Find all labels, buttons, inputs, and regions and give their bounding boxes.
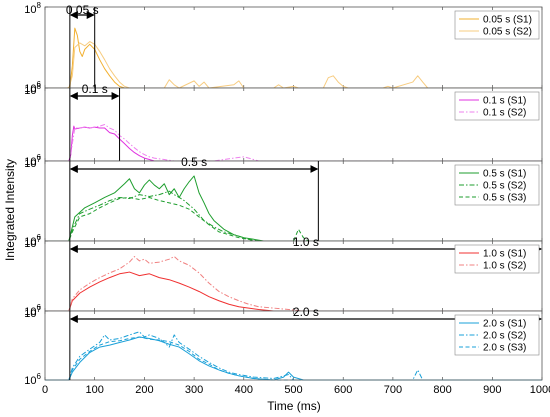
panel-frame [44,310,543,381]
x-tick-label: 1000 [530,384,550,396]
y-tick-label: 106 [24,80,41,95]
series-line [45,124,542,162]
x-tick-label: 0 [42,384,48,396]
series-line [45,271,542,312]
legend-entry: 2.0 s (S2) [483,331,526,342]
legend-box [454,10,540,40]
annotation-label: 0.05 s [66,3,99,17]
legend-entry: 0.5 s (S2) [483,181,526,192]
legend: 0.5 s (S1)0.5 s (S2)0.5 s (S3) [454,164,540,206]
y-tick-label: 106 [24,233,41,248]
legend-entry: 0.1 s (S1) [483,96,526,107]
legend-entry: 0.5 s (S1) [483,169,526,180]
legend-entry: 2.0 s (S3) [483,343,526,354]
annotation-label: 1.0 s [293,235,319,249]
x-tick-label: 600 [334,384,352,396]
series-line [45,175,542,242]
legend-box [454,314,540,356]
legend-entry: 0.05 s (S1) [483,15,532,26]
series-line [45,336,542,381]
legend-entry: 2.0 s (S1) [483,319,526,330]
x-tick-label: 500 [284,384,302,396]
y-tick-label: 107 [24,305,41,320]
y-tick-label: 106 [24,372,41,387]
legend-entry: 0.5 s (S3) [483,193,526,204]
legend: 0.05 s (S1)0.05 s (S2) [454,10,540,40]
legend-entry: 0.1 s (S2) [483,108,526,119]
series-line [45,125,542,162]
legend: 2.0 s (S1)2.0 s (S2)2.0 s (S3) [454,314,540,356]
legend-box [454,91,540,121]
x-tick-label: 700 [384,384,402,396]
legend-box [454,164,540,206]
annotation-label: 0.1 s [82,82,108,96]
x-axis-label: Time (ms) [267,399,321,413]
x-tick-label: 900 [483,384,501,396]
y-axis-label: Integrated Intensity [3,159,17,261]
annotation-label: 0.5 s [181,155,207,169]
x-tick-label: 100 [86,384,104,396]
series-line [45,336,542,381]
y-tick-label: 106 [24,303,41,318]
legend: 1.0 s (S1)1.0 s (S2) [454,244,540,274]
x-tick-label: 800 [433,384,451,396]
y-tick-label: 107 [24,155,41,170]
legend-entry: 1.0 s (S2) [483,261,526,272]
legend-entry: 0.05 s (S2) [483,27,532,38]
annotation-label: 2.0 s [293,305,319,319]
x-tick-label: 300 [185,384,203,396]
series-line [45,190,542,242]
y-tick-label: 106 [24,153,41,168]
legend-entry: 1.0 s (S1) [483,249,526,260]
y-tick-label: 107 [24,235,41,250]
legend-box [454,244,540,274]
series-line [45,331,542,381]
y-tick-label: 108 [24,1,41,16]
x-tick-label: 200 [135,384,153,396]
y-tick-label: 108 [24,82,41,97]
legend: 0.1 s (S1)0.1 s (S2) [454,91,540,121]
series-line [45,256,542,312]
series-line [45,27,542,89]
x-tick-label: 400 [235,384,253,396]
